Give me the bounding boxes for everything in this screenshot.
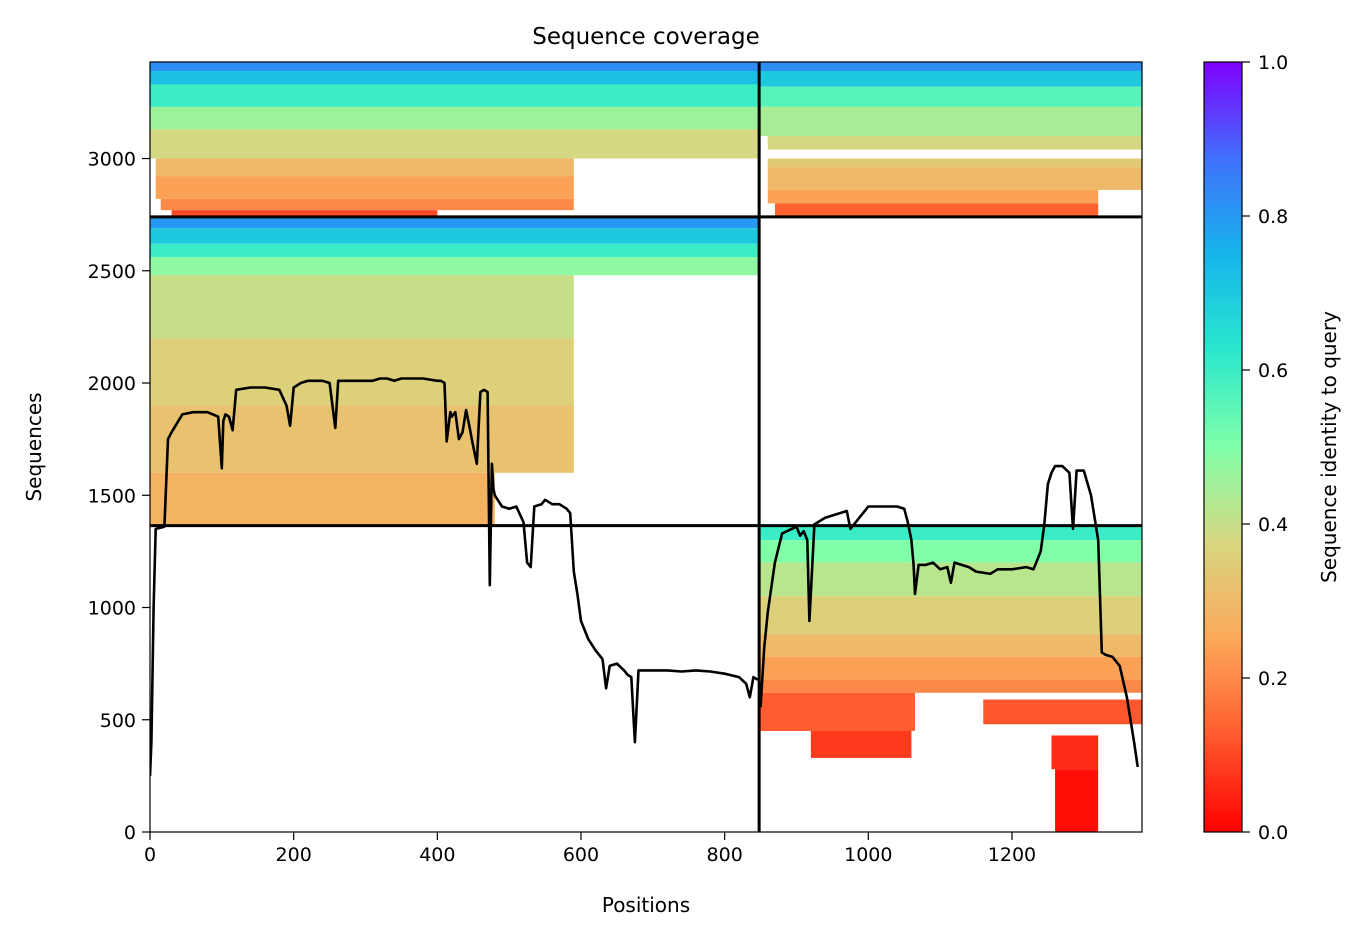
x-tick-label: 400: [419, 844, 455, 866]
colorbar-ticks: 0.0 0.2 0.4 0.6 0.8 1.0: [1242, 52, 1288, 844]
coverage-band: [759, 70, 1142, 87]
coverage-band: [759, 86, 1142, 107]
coverage-band: [150, 216, 760, 229]
colorbar-tick-label: 0.8: [1258, 206, 1288, 228]
coverage-band: [155, 158, 574, 177]
x-tick-label: 800: [707, 844, 743, 866]
coverage-band: [150, 106, 760, 130]
coverage-band: [171, 210, 438, 216]
y-tick-label: 2500: [88, 261, 136, 283]
x-tick-label: 600: [563, 844, 599, 866]
coverage-band: [759, 62, 1142, 71]
x-axis-label: Positions: [602, 893, 690, 917]
x-tick-label: 0: [144, 844, 156, 866]
y-tick-label: 1500: [88, 485, 136, 507]
coverage-band: [759, 540, 1142, 563]
coverage-band: [150, 70, 760, 85]
y-axis-label: Sequences: [22, 392, 46, 501]
colorbar-tick-label: 0.0: [1258, 822, 1288, 844]
coverage-band: [759, 525, 1142, 541]
coverage-band: [983, 699, 1142, 725]
chain-a-block: [150, 216, 760, 525]
coverage-band: [767, 189, 1099, 204]
y-tick-label: 3000: [88, 149, 136, 171]
coverage-band: [150, 275, 574, 339]
coverage-band: [759, 679, 1142, 693]
coverage-band: [150, 62, 760, 71]
colorbar-label: Sequence identity to query: [1317, 311, 1341, 583]
coverage-band: [155, 176, 574, 199]
pair-block: [150, 62, 1142, 216]
coverage-band: [150, 338, 574, 406]
x-tick-label: 200: [276, 844, 312, 866]
x-tick-label: 1000: [844, 844, 892, 866]
coverage-line: [150, 377, 1139, 776]
colorbar-tick-label: 1.0: [1258, 52, 1288, 74]
y-tick-label: 500: [100, 710, 136, 732]
x-tick-label: 1200: [988, 844, 1036, 866]
colorbar-tick-label: 0.6: [1258, 360, 1288, 382]
coverage-band: [160, 198, 574, 211]
chain-b-block: [759, 525, 1142, 832]
coverage-band: [810, 730, 912, 758]
coverage-band: [759, 692, 916, 731]
y-axis-ticks: 0 500 1000 1500 2000 2500 3000: [88, 149, 150, 844]
colorbar-tick-label: 0.2: [1258, 668, 1288, 690]
coverage-band: [150, 472, 495, 525]
coverage-heatmap: [150, 62, 1142, 832]
coverage-band: [150, 228, 760, 244]
colorbar-tick-label: 0.4: [1258, 514, 1288, 536]
x-axis-ticks: 0 200 400 600 800 1000 1200: [144, 832, 1036, 866]
y-tick-label: 1000: [88, 598, 136, 620]
block-separators: [150, 62, 1142, 832]
y-tick-label: 0: [124, 822, 136, 844]
chart-title: Sequence coverage: [532, 24, 760, 50]
coverage-band: [759, 106, 1142, 137]
coverage-band: [150, 129, 760, 159]
coverage-band: [759, 634, 1142, 657]
colorbar: [1203, 61, 1243, 833]
coverage-band: [759, 596, 1142, 635]
coverage-band: [774, 203, 1099, 216]
y-tick-label: 2000: [88, 373, 136, 395]
coverage-band: [767, 167, 1142, 190]
coverage-band: [150, 84, 760, 107]
coverage-band: [1055, 769, 1099, 832]
coverage-band: [150, 243, 760, 258]
coverage-band: [767, 158, 1142, 168]
coverage-band: [767, 136, 1142, 150]
coverage-band: [759, 656, 1142, 680]
coverage-band: [150, 257, 760, 276]
plot-frame: [149, 61, 1143, 833]
coverage-band: [1051, 735, 1099, 770]
